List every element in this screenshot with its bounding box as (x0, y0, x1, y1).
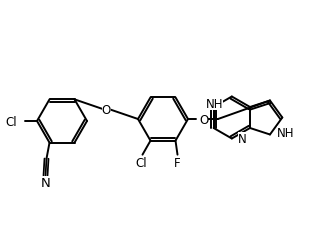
Text: N: N (238, 132, 246, 145)
Text: Cl: Cl (136, 156, 147, 169)
Text: F: F (174, 156, 181, 169)
Text: N: N (41, 176, 50, 189)
Text: Cl: Cl (5, 115, 17, 128)
Text: NH: NH (206, 97, 223, 110)
Text: NH: NH (278, 128, 295, 141)
Text: NH: NH (277, 126, 295, 139)
Text: O: O (102, 103, 111, 116)
Text: O: O (199, 113, 208, 126)
